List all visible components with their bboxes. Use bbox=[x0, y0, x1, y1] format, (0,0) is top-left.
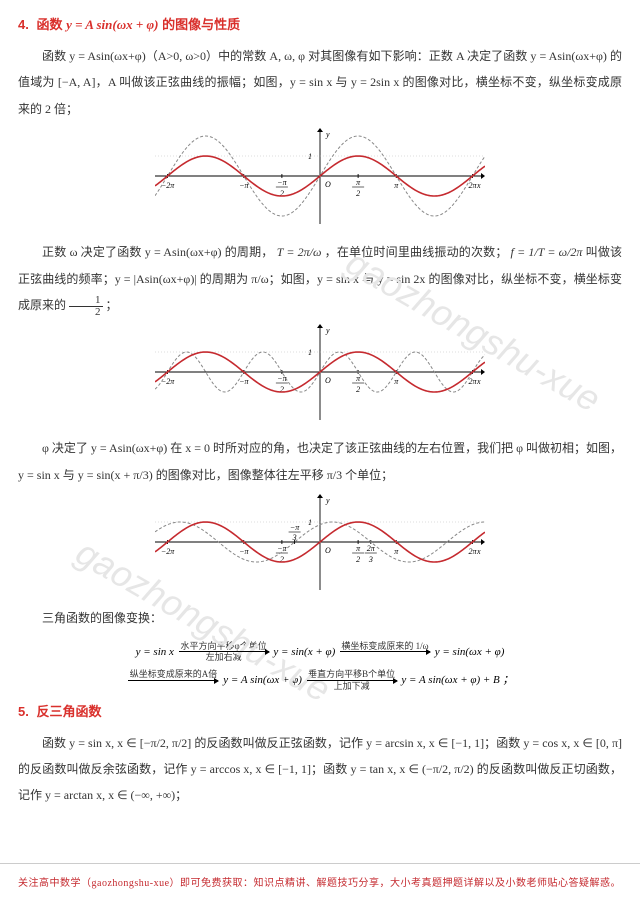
svg-text:π: π bbox=[394, 547, 399, 556]
p2a: 正数 ω 决定了函数 y = Asin(ωx+φ) 的周期， bbox=[42, 245, 274, 259]
transform-title: 三角函数的图像变换： bbox=[18, 605, 622, 631]
svg-text:y: y bbox=[325, 326, 330, 335]
a1b: 左加右减 bbox=[179, 652, 269, 663]
chain-arrow-4: 垂直方向平移B个单位 上加下减 bbox=[307, 669, 397, 692]
heading-post: 的图像与性质 bbox=[162, 17, 240, 32]
chain-s2: y = sin(ωx + φ) bbox=[435, 646, 505, 658]
svg-text:2: 2 bbox=[356, 555, 360, 564]
section4-para1: 函数 y = Asin(ωx+φ)（A>0, ω>0）中的常数 A, ω, φ … bbox=[18, 43, 622, 122]
svg-text:−π: −π bbox=[239, 547, 249, 556]
svg-text:1: 1 bbox=[308, 348, 312, 357]
svg-text:y: y bbox=[325, 130, 330, 139]
p2T: T = 2π/ω bbox=[277, 245, 322, 259]
a3t: 纵坐标变成原来的A倍 bbox=[128, 669, 218, 680]
p2b: ，在单位时间里曲线振动的次数； bbox=[325, 245, 508, 259]
transform-chain: y = sin x 水平方向平移φ个单位 左加右减 y = sin(x + φ)… bbox=[18, 638, 622, 695]
svg-text:y: y bbox=[325, 496, 330, 505]
half-frac: 12 bbox=[69, 295, 103, 318]
svg-text:x: x bbox=[476, 181, 481, 190]
svg-text:1: 1 bbox=[308, 518, 312, 527]
section-4-heading: 4. 函数 y = A sin(ωx + φ) 的图像与性质 bbox=[18, 14, 622, 33]
page-content: 4. 函数 y = A sin(ωx + φ) 的图像与性质 函数 y = As… bbox=[0, 0, 640, 809]
a2t: 横坐标变成原来的 1/ω bbox=[340, 641, 430, 652]
a1t: 水平方向平移φ个单位 bbox=[179, 641, 269, 652]
chain-arrow-1: 水平方向平移φ个单位 左加右减 bbox=[179, 641, 269, 664]
svg-text:π: π bbox=[394, 377, 399, 386]
p2d: ； bbox=[106, 298, 118, 312]
chain-s4: y = A sin(ωx + φ) + B ； bbox=[401, 674, 513, 686]
section-number: 4. bbox=[18, 17, 29, 32]
svg-text:1: 1 bbox=[308, 152, 312, 161]
a4t: 垂直方向平移B个单位 bbox=[307, 669, 397, 680]
section4-para2: 正数 ω 决定了函数 y = Asin(ωx+φ) 的周期， T = 2π/ω … bbox=[18, 239, 622, 318]
svg-text:O: O bbox=[325, 180, 331, 189]
graph-1-holder: 1−2π−π−π2π2π2πOxy bbox=[18, 128, 622, 229]
section4-para3: φ 决定了 y = Asin(ωx+φ) 在 x = 0 时所对应的角，也决定了… bbox=[18, 435, 622, 488]
heading-formula: y = A sin(ωx + φ) bbox=[66, 17, 158, 32]
svg-text:−2π: −2π bbox=[161, 181, 175, 190]
chain-s0: y = sin x bbox=[136, 646, 174, 658]
graph-3-holder: 1−2π−π−π2π2π2π−π32π3Oxy bbox=[18, 494, 622, 595]
section5-para: 函数 y = sin x, x ∈ [−π/2, π/2] 的反函数叫做反正弦函… bbox=[18, 730, 622, 809]
svg-text:O: O bbox=[325, 546, 331, 555]
section5-number: 5. bbox=[18, 704, 29, 719]
a4b: 上加下减 bbox=[307, 681, 397, 692]
graph-frequency: 1−2π−π−π2π2π2πOxy bbox=[155, 324, 485, 420]
graph-phase: 1−2π−π−π2π2π2π−π32π3Oxy bbox=[155, 494, 485, 590]
svg-text:x: x bbox=[476, 547, 481, 556]
svg-text:2: 2 bbox=[356, 385, 360, 394]
svg-text:2: 2 bbox=[356, 189, 360, 198]
svg-text:O: O bbox=[325, 376, 331, 385]
svg-text:−π: −π bbox=[277, 544, 287, 553]
chain-s3: y = A sin(ωx + φ) bbox=[223, 674, 302, 686]
section-5-heading: 5. 反三角函数 bbox=[18, 701, 622, 720]
svg-text:3: 3 bbox=[368, 555, 373, 564]
svg-text:−2π: −2π bbox=[161, 377, 175, 386]
svg-text:π: π bbox=[394, 181, 399, 190]
svg-text:−π: −π bbox=[290, 523, 300, 532]
section5-title: 反三角函数 bbox=[36, 704, 101, 719]
chain-s1: y = sin(x + φ) bbox=[273, 646, 335, 658]
page-footer: 关注高中数学（gaozhongshu-xue）即可免费获取：知识点精讲、解题技巧… bbox=[0, 863, 640, 899]
svg-text:π: π bbox=[356, 178, 361, 187]
svg-text:x: x bbox=[476, 377, 481, 386]
graph-2-holder: 1−2π−π−π2π2π2πOxy bbox=[18, 324, 622, 425]
chain-arrow-3: 纵坐标变成原来的A倍 bbox=[128, 669, 218, 692]
svg-text:π: π bbox=[356, 544, 361, 553]
svg-text:−π: −π bbox=[277, 178, 287, 187]
svg-text:−π: −π bbox=[239, 377, 249, 386]
chain-arrow-2: 横坐标变成原来的 1/ω bbox=[340, 641, 430, 664]
graph-amplitude: 1−2π−π−π2π2π2πOxy bbox=[155, 128, 485, 224]
heading-pre: 函数 bbox=[36, 17, 66, 32]
svg-text:−2π: −2π bbox=[161, 547, 175, 556]
p2f: f = 1/T = ω/2π bbox=[511, 245, 583, 259]
